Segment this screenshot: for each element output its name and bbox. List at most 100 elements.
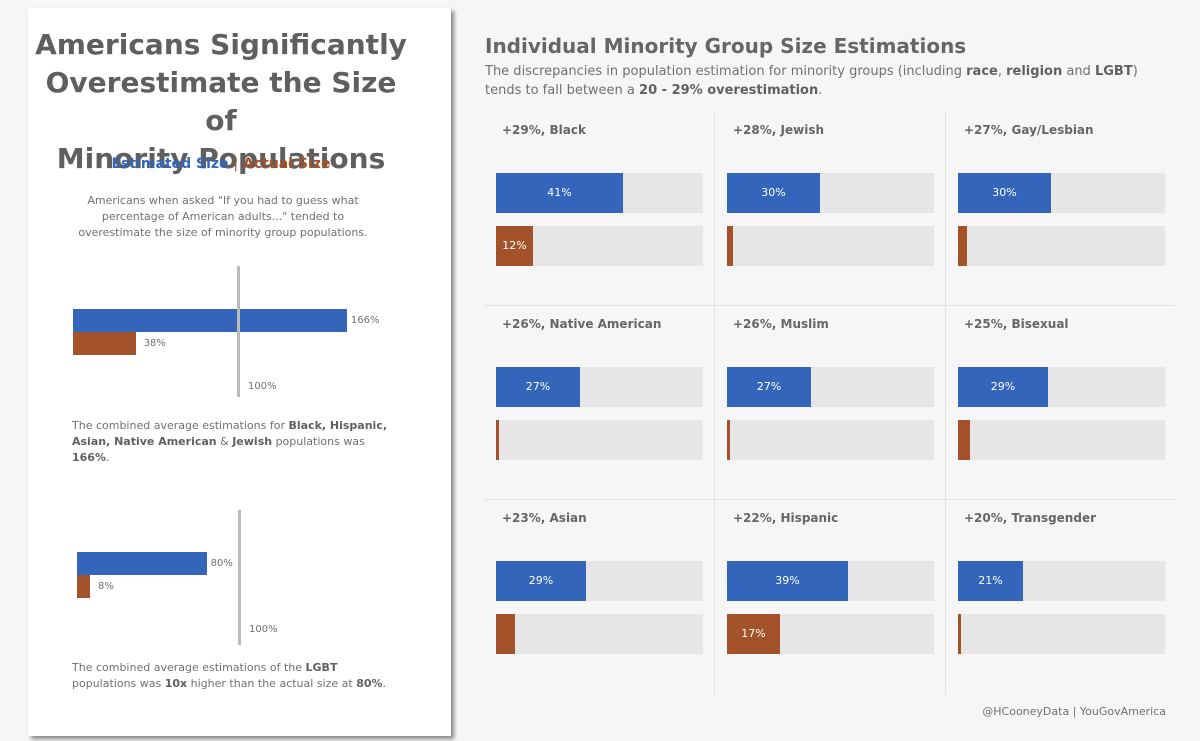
note-text: . [105, 451, 110, 464]
summary-panel: Americans Significantly Overestimate the… [28, 8, 451, 736]
actual-label: 8% [97, 581, 114, 592]
actual-track [958, 226, 1165, 266]
actual-label: 38% [143, 338, 166, 349]
actual-value-label [496, 614, 515, 654]
subtitle-text: , [997, 64, 1007, 79]
estimated-track: 30% [958, 173, 1165, 213]
combined-lgbt-note: The combined average estimations of the … [72, 660, 392, 692]
actual-track: 17% [727, 614, 934, 654]
legend-estimated: Estimated Size [111, 156, 229, 172]
note-text: The combined average estimations for [72, 419, 289, 432]
estimated-track: 30% [727, 173, 934, 213]
actual-value-label: 12% [502, 239, 527, 252]
estimated-track: 41% [496, 173, 703, 213]
note-text: higher than the actual size at [187, 677, 357, 690]
group-title: +22%, Hispanic [733, 511, 839, 525]
reference-line [238, 510, 241, 645]
estimated-bar [496, 561, 586, 601]
actual-bar [727, 226, 733, 266]
actual-bar [77, 575, 90, 598]
estimated-track: 29% [958, 367, 1165, 407]
note-bold: Asian, Native American [72, 435, 217, 448]
estimated-value-label: 29% [990, 380, 1016, 393]
estimated-bar [958, 561, 1023, 601]
estimated-track: 29% [496, 561, 703, 601]
group-panel: +26%, Muslim 27% [716, 306, 946, 500]
main-title-line: Overestimate the Size of [45, 66, 397, 137]
group-title: +20%, Transgender [964, 511, 1096, 525]
group-panel: +25%, Bisexual 29% [947, 306, 1177, 500]
estimated-value-label: 39% [775, 574, 800, 587]
reference-label: 100% [248, 381, 277, 392]
subtitle-bold: 20 - 29% overestimation [639, 83, 819, 98]
reference-label: 100% [249, 624, 278, 635]
actual-bar [727, 420, 730, 460]
note-text: & [216, 435, 233, 448]
legend: Estimated Size | Actual Size [28, 156, 414, 172]
note-text: The combined average estimations of the [72, 661, 306, 674]
source-credit: @HCooneyData | YouGovAmerica [982, 705, 1166, 718]
estimated-bar [73, 309, 347, 332]
actual-track [496, 420, 703, 460]
actual-track: 12% [496, 226, 703, 266]
note-text: populations was [272, 435, 365, 448]
estimated-track: 39% [727, 561, 934, 601]
right-title: Individual Minority Group Size Estimatio… [485, 34, 967, 58]
group-title: +26%, Native American [502, 317, 662, 331]
actual-bar [496, 420, 499, 460]
combined-race-religion-note: The combined average estimations for Bla… [72, 418, 392, 466]
subtitle-bold: race [966, 64, 998, 79]
reference-line [237, 266, 240, 397]
intro-text: Americans when asked "If you had to gues… [78, 194, 368, 239]
subtitle-text: The discrepancies in population estimati… [485, 64, 967, 79]
group-panel: +27%, Gay/Lesbian 30% [947, 112, 1177, 306]
estimated-value-label: 30% [761, 186, 786, 199]
estimated-value-label: 30% [992, 186, 1017, 199]
subtitle-text: . [818, 83, 823, 98]
group-title: +28%, Jewish [733, 123, 825, 137]
actual-bar [958, 226, 967, 266]
grid-divider [485, 499, 1175, 500]
estimated-bar [77, 552, 207, 575]
note-bold: Black, Hispanic, [288, 419, 388, 432]
combined-lgbt-chart: 80% 8% 100% [77, 510, 407, 650]
note-bold: LGBT [305, 661, 338, 674]
subtitle-bold: LGBT [1094, 64, 1133, 79]
actual-value-label: 17% [741, 627, 766, 640]
estimated-label: 80% [210, 558, 233, 569]
group-title: +26%, Muslim [733, 317, 829, 331]
group-panel: +22%, Hispanic 39% 17% [716, 500, 946, 694]
grid-divider [714, 112, 715, 695]
actual-bar [958, 614, 961, 654]
group-panel: +20%, Transgender 21% [947, 500, 1177, 694]
estimated-bar [958, 367, 1048, 407]
note-bold: 166% [72, 451, 106, 464]
group-panel: +26%, Native American 27% [485, 306, 715, 500]
note-bold: 80% [356, 677, 383, 690]
estimated-track: 27% [496, 367, 703, 407]
group-panel: +28%, Jewish 30% [716, 112, 946, 306]
actual-track [958, 420, 1165, 460]
estimated-value-label: 21% [978, 574, 1003, 587]
actual-track [496, 614, 703, 654]
note-bold: Jewish [232, 435, 273, 448]
estimated-bar [496, 173, 623, 213]
actual-bar [496, 226, 533, 266]
estimated-bar [958, 173, 1051, 213]
estimated-value-label: 29% [528, 574, 554, 587]
main-title-line: Americans Significantly [35, 28, 407, 61]
combined-race-religion-chart: 166% 38% 100% [73, 266, 403, 406]
actual-value-label [727, 420, 730, 460]
estimated-bar [727, 173, 820, 213]
actual-track [727, 226, 934, 266]
actual-value-label [958, 420, 970, 460]
grid-divider [945, 112, 946, 695]
group-title: +29%, Black [502, 123, 586, 137]
actual-bar [958, 420, 970, 460]
actual-bar [73, 332, 136, 355]
actual-track [958, 614, 1165, 654]
legend-separator: | [233, 156, 239, 172]
actual-value-label [727, 226, 733, 266]
actual-value-label [496, 420, 499, 460]
estimated-track: 27% [727, 367, 934, 407]
